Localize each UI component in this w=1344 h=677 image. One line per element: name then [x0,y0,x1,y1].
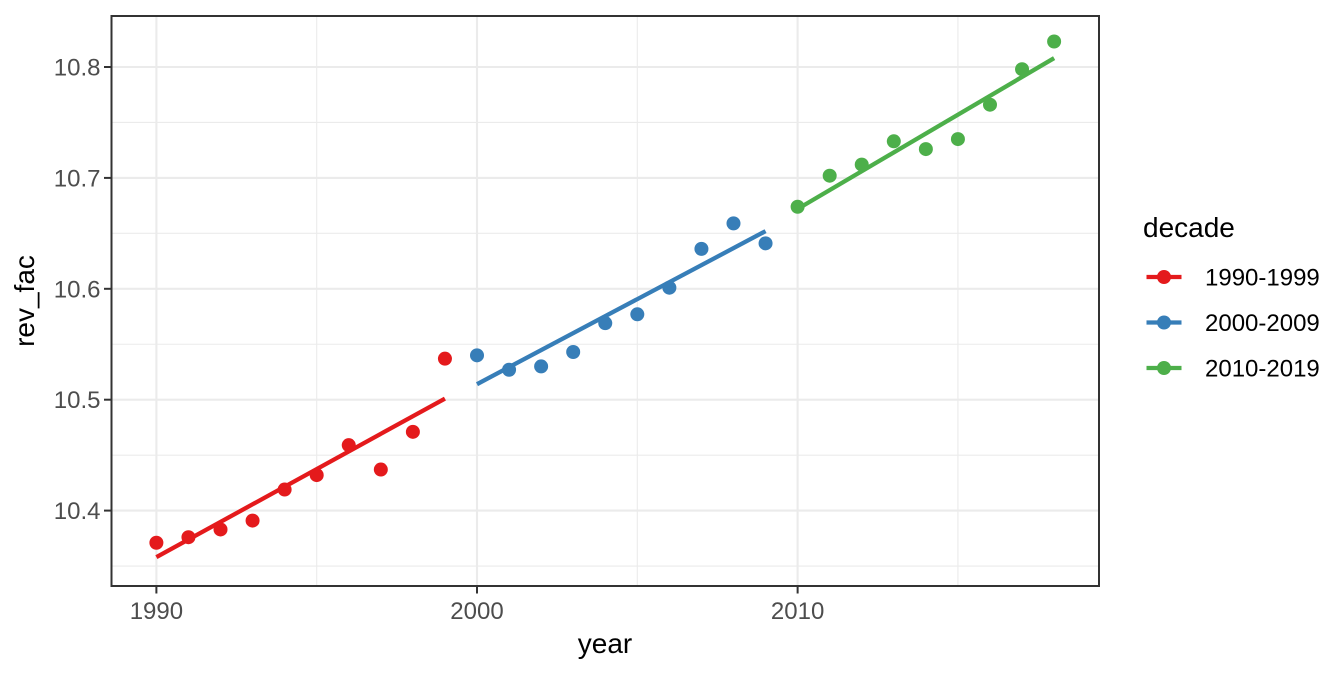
data-point [534,359,549,374]
legend-key-point [1157,270,1171,284]
legend-item-label: 1990-1999 [1205,265,1320,292]
y-axis-tick-label: 10.7 [54,165,101,192]
y-axis-tick-label: 10.4 [54,498,101,525]
legend-key-point [1157,315,1171,330]
data-point [1047,34,1062,49]
axis-ticks-group: 10.4 10.5 10.6 10.7 10.8 1990 2000 2010 [54,55,825,625]
data-point [373,462,388,477]
data-point [918,142,933,157]
y-axis-title: rev_fac [9,255,40,347]
x-axis-title: year [578,628,632,659]
x-axis-tick-label: 2010 [771,598,824,625]
data-point [1015,62,1030,77]
legend-item-label: 2000-2009 [1205,310,1320,337]
data-point [470,348,485,363]
data-point [213,522,228,537]
panel-border [110,15,1100,587]
gridlines-group [111,16,1099,586]
trend-line [155,396,446,560]
y-axis-tick-label: 10.6 [54,276,101,303]
data-point [662,280,677,295]
data-point [437,351,452,366]
data-point [598,316,613,331]
trend-line [796,56,1056,211]
data-point [149,535,164,550]
legend-item-label: 2010-2019 [1205,356,1320,383]
data-point [982,97,997,112]
legend-group: 1990-1999 2000-2009 2010-2019 [1146,265,1320,383]
data-point [822,168,837,183]
data-point [341,438,356,453]
data-point [694,241,709,256]
data-point [630,307,645,322]
data-point [277,482,292,497]
data-point [181,530,196,545]
y-axis-tick-label: 10.8 [54,55,101,82]
data-point [245,513,260,528]
data-point [950,132,965,147]
data-point [566,345,581,360]
legend-key-point [1157,361,1171,375]
data-point [886,134,901,149]
data-point [790,199,805,214]
data-point [726,216,741,231]
data-point [405,424,420,439]
data-series-group [149,34,1062,560]
data-point [502,362,517,377]
x-axis-tick-label: 2000 [450,598,503,625]
data-point [309,468,324,483]
y-axis-tick-label: 10.5 [54,387,101,414]
legend-title: decade [1143,212,1235,243]
trend-line [475,229,767,387]
x-axis-tick-label: 1990 [130,598,183,625]
data-point [854,157,869,172]
data-point [758,236,773,251]
